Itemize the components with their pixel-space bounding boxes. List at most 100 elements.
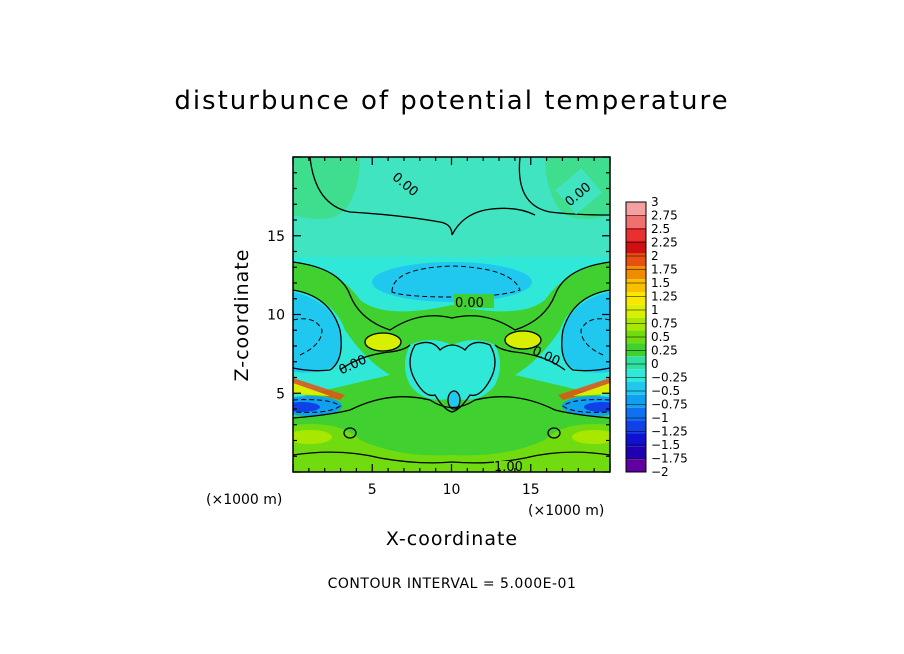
colorbar-label: 0.25	[651, 344, 678, 358]
contour-zero-top-left	[309, 157, 453, 236]
colorbar-label: −2	[651, 465, 669, 479]
x-tick-label: 15	[522, 482, 540, 498]
y-tick-label: 5	[276, 386, 285, 402]
contour-zero-top-mid	[451, 207, 536, 236]
colorbar-swatch	[626, 214, 646, 228]
contour-dashed-left	[293, 318, 323, 356]
x-axis-label: X-coordinate	[385, 528, 519, 550]
colorbar-label: 1.5	[651, 276, 670, 290]
y-unit-label: (×1000 m)	[206, 492, 283, 508]
field-warm-left	[293, 378, 345, 400]
x-unit-label: (×1000 m)	[528, 503, 605, 519]
contour-left-lobe	[293, 289, 342, 372]
colorbar-swatch	[626, 253, 646, 267]
colorbar-swatch	[626, 356, 646, 370]
colorbar-swatch	[626, 292, 646, 305]
colorbar-swatch	[626, 459, 646, 472]
chart-title: disturbunce of potential temperature	[174, 86, 730, 116]
contour-label: 0.00	[455, 296, 484, 311]
colorbar-label: 2.25	[651, 236, 678, 250]
y-tick-label: 15	[267, 229, 285, 245]
x-tick-label: 10	[443, 482, 461, 498]
contour-small-right	[547, 427, 561, 439]
field-warm-right	[558, 378, 610, 400]
contour-lower	[293, 396, 610, 419]
colorbar-swatch	[626, 446, 646, 460]
colorbar-swatch	[626, 394, 646, 408]
x-tick-label: 5	[368, 482, 377, 498]
field-blue-right	[561, 292, 610, 373]
field-blue-left	[293, 292, 342, 373]
colorbar-label: −0.75	[651, 398, 688, 412]
field-warm-left-2	[293, 383, 330, 396]
colorbar-swatch	[626, 317, 646, 331]
colorbar-label: −0.25	[651, 371, 688, 385]
axis-tick-labels: 5 10 15 5 10 15	[267, 229, 539, 498]
colorbar-swatch	[626, 433, 646, 447]
colorbar-swatch	[626, 420, 646, 434]
colorbar-label: 2.75	[651, 209, 678, 223]
colorbar-label: −1.25	[651, 425, 688, 439]
contour-dashed-cold-right	[562, 399, 610, 413]
field-cold-left-core	[293, 402, 320, 412]
field-center-small	[448, 391, 460, 409]
contour-bottom	[293, 451, 610, 464]
colorbar-swatch	[626, 227, 646, 241]
colorbar-label: −1.5	[651, 438, 680, 452]
contour-interval-note: CONTOUR INTERVAL = 5.000E-01	[327, 576, 577, 592]
colorbar-label: 0.75	[651, 317, 678, 331]
field-lower-green	[293, 424, 610, 472]
colorbar-swatch	[626, 266, 646, 280]
field-top-left	[293, 157, 360, 219]
colorbar-label: 3	[651, 195, 659, 209]
contour-right-mid	[494, 344, 566, 371]
contour-blob-right	[504, 330, 542, 350]
colorbar-label: 1.75	[651, 263, 678, 277]
colorbar-label: −1	[651, 411, 669, 425]
contour-zero-top-right	[518, 157, 610, 216]
field-center-cyan	[405, 340, 500, 400]
colorbar-label: −0.5	[651, 384, 680, 398]
contour-right-lobe	[561, 289, 610, 372]
contour-dashed-cold-left	[293, 399, 341, 413]
field-lower-right	[572, 430, 610, 444]
field-upper	[293, 157, 610, 257]
field-lower-left	[293, 430, 332, 444]
plot-field	[293, 157, 610, 472]
colorbar-label: 2	[651, 249, 659, 263]
field-cold-right-core	[584, 402, 610, 412]
axis-ticks	[292, 156, 611, 473]
field-negative-upper	[372, 262, 532, 302]
colorbar-swatch	[626, 369, 646, 382]
contour-zero-mid	[293, 261, 610, 331]
y-axis-label: Z-coordinate	[231, 248, 253, 382]
colorbar-swatch	[626, 279, 646, 292]
colorbar-label: 0.5	[651, 330, 670, 344]
colorbar-swatch	[626, 407, 646, 421]
colorbar-swatch	[626, 240, 646, 254]
colorbar-label: −1.75	[651, 452, 688, 466]
colorbar-label: 0	[651, 357, 659, 371]
contour-small-left	[343, 427, 357, 439]
contour-lines	[293, 157, 610, 464]
contour-dashed	[293, 265, 610, 413]
contour-dashed-upper	[391, 265, 521, 298]
colorbar-swatch	[626, 304, 646, 318]
colorbar-label: 1	[651, 303, 659, 317]
colorbar-label: 1.25	[651, 290, 678, 304]
contour-left-mid	[339, 344, 411, 371]
field-blob-left	[365, 333, 401, 351]
field-warm-right-2	[573, 383, 610, 396]
colorbar-swatch	[626, 343, 646, 357]
y-tick-label: 10	[267, 308, 285, 324]
contour-center	[409, 341, 496, 413]
colorbar-label: 2.5	[651, 222, 670, 236]
colorbar-swatch	[626, 202, 646, 215]
contour-dashed-right	[580, 318, 610, 356]
field-blob-right	[505, 331, 541, 349]
colorbar-swatch	[626, 382, 646, 395]
colorbar: 32.752.52.2521.751.51.2510.750.50.250−0.…	[625, 195, 688, 479]
contour-blob-left	[364, 332, 402, 352]
contour-center-small	[447, 390, 461, 410]
